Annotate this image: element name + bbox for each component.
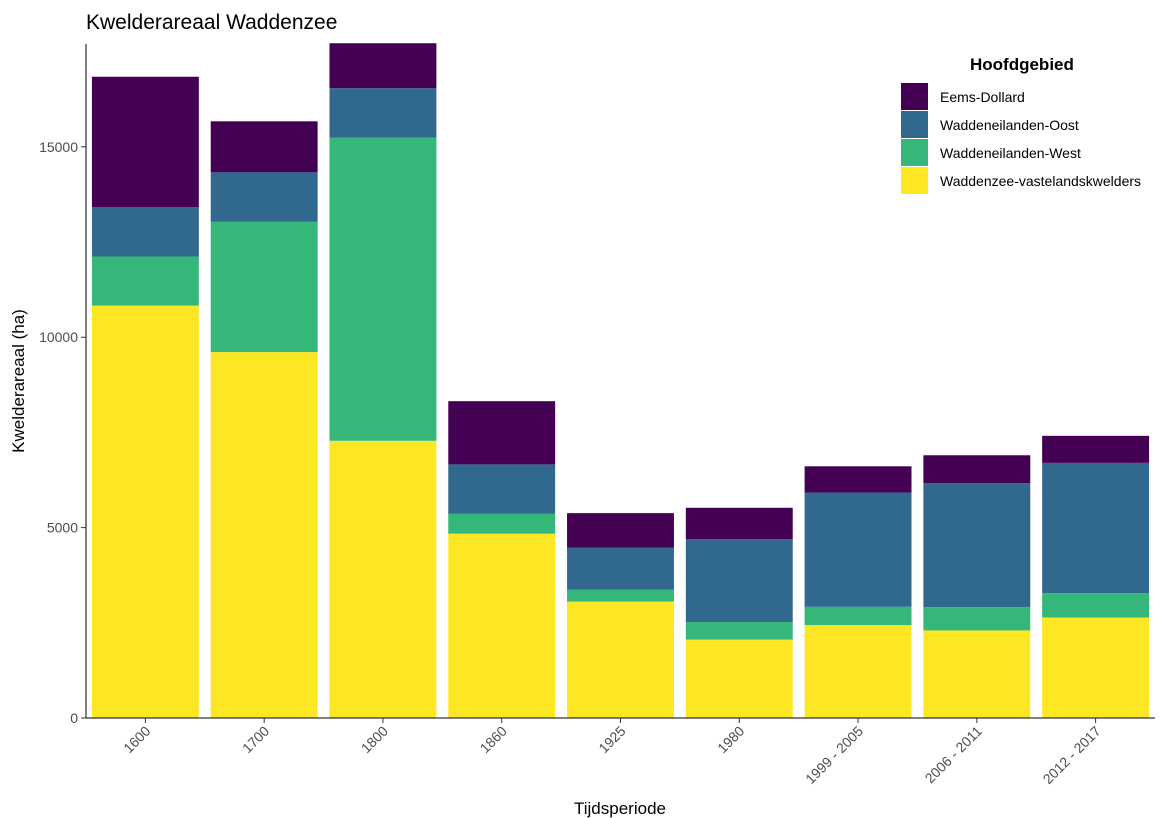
bar-1600-series-3 [91,76,199,207]
bar-2006-2011-series-1 [923,607,1031,631]
bar-1800-series-1 [329,137,437,441]
x-ticks-group: 1600 1700 1800 1860 1925 1980 1999 - 2005 2006 … [120,718,1104,787]
x-tick-label: 1600 [120,723,153,756]
bar-2006-2011-series-3 [923,455,1031,484]
bar-1700-series-2 [210,172,318,222]
bar-1600-series-1 [91,256,199,306]
legend: Hoofdgebied Eems-Dollard Waddeneilanden-O… [901,55,1141,194]
bar-1980-series-2 [685,539,793,623]
chart-title: Kwelderareaal Waddenzee [86,11,337,34]
bar-1800-series-3 [329,43,437,89]
bar-1700-series-1 [210,221,318,353]
y-ticks-group: 0 5000 10000 15000 [39,139,86,726]
bar-1860-series-3 [448,401,556,465]
x-tick-label: 1700 [239,723,272,756]
bar-2006-2011-series-2 [923,483,1031,608]
x-tick-label: 1925 [595,723,628,756]
y-tick-label: 5000 [47,520,78,536]
x-tick-label: 1999 - 2005 [802,723,866,787]
y-tick-label: 15000 [39,139,78,155]
bar-1925-series-3 [567,513,674,548]
bars-group [91,43,1150,718]
bar-2012-2017-series-2 [1042,462,1150,594]
bar-1925-series-0 [567,601,674,718]
legend-title: Hoofdgebied [970,55,1074,74]
x-tick-label: 1860 [476,723,509,756]
x-tick-label: 2012 - 2017 [1040,723,1104,787]
bar-1860-series-1 [448,513,556,534]
bar-1925-series-1 [567,589,674,602]
x-tick-label: 1980 [714,723,747,756]
bar-2006-2011-series-0 [923,630,1031,718]
bar-1700-series-3 [210,121,318,173]
x-tick-label: 1800 [358,723,391,756]
bar-1980-series-1 [685,622,793,640]
bar-1800-series-0 [329,440,437,718]
y-tick-label: 10000 [39,329,78,345]
x-tick-label: 2006 - 2011 [922,723,986,787]
legend-swatch [901,167,928,194]
bar-1980-series-3 [685,507,793,540]
legend-label: Eems-Dollard [940,89,1025,105]
legend-swatch [901,139,928,166]
y-axis-title: Kwelderareaal (ha) [9,309,28,453]
x-axis-title: Tijdsperiode [574,799,666,818]
bar-1860-series-0 [448,533,556,718]
bar-1800-series-2 [329,88,437,138]
y-tick-label: 0 [70,710,78,726]
legend-label: Waddenzee-vastelandskwelders [940,173,1141,189]
bar-1999-2005-series-2 [804,492,912,607]
bar-1999-2005-series-0 [804,625,912,718]
legend-label: Waddeneilanden-West [940,145,1081,161]
bar-1600-series-2 [91,206,199,257]
legend-items: Eems-Dollard Waddeneilanden-Oost Waddeneil… [901,83,1141,194]
bar-2012-2017-series-0 [1042,617,1150,718]
legend-swatch [901,111,928,138]
bar-1860-series-2 [448,464,556,514]
bar-2012-2017-series-3 [1042,435,1150,463]
bar-1925-series-2 [567,547,674,590]
bar-1600-series-0 [91,305,199,718]
bar-1999-2005-series-3 [804,466,912,493]
legend-label: Waddeneilanden-Oost [940,117,1079,133]
bar-2012-2017-series-1 [1042,593,1150,618]
bar-1980-series-0 [685,639,793,718]
bar-1999-2005-series-1 [804,606,912,626]
bar-1700-series-0 [210,352,318,718]
legend-swatch [901,83,928,110]
